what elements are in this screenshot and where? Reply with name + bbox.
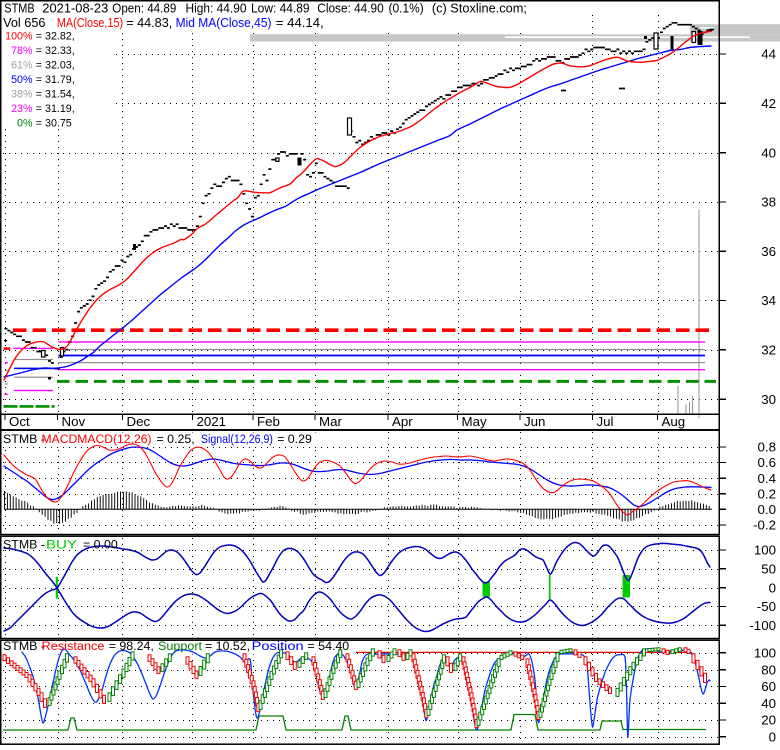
svg-text:= 32.82,: = 32.82, — [36, 31, 75, 43]
svg-text:= 44.83,: = 44.83, — [126, 15, 172, 30]
svg-text:-100: -100 — [749, 618, 776, 633]
svg-text:= 0.00: = 0.00 — [83, 538, 118, 552]
svg-text:= 31.79,: = 31.79, — [36, 74, 75, 86]
svg-text:Feb: Feb — [257, 414, 280, 429]
svg-text:= 44.14,: = 44.14, — [276, 15, 324, 30]
svg-text:(0.1%): (0.1%) — [389, 1, 424, 16]
svg-text:50%: 50% — [11, 74, 33, 86]
svg-text:61%: 61% — [11, 60, 33, 72]
svg-text:30: 30 — [761, 392, 776, 407]
svg-text:= 32.03,: = 32.03, — [36, 60, 75, 72]
svg-text:40: 40 — [761, 145, 776, 160]
svg-text:60: 60 — [761, 679, 776, 694]
svg-text:40: 40 — [761, 696, 776, 711]
svg-text:78%: 78% — [11, 45, 33, 57]
svg-text:44: 44 — [761, 47, 776, 62]
svg-text:May: May — [462, 414, 487, 429]
svg-text:MACDMACD(12,26): MACDMACD(12,26) — [42, 432, 152, 446]
svg-text:0%: 0% — [17, 118, 33, 130]
svg-text:38%: 38% — [11, 89, 33, 101]
svg-text:= 32.33,: = 32.33, — [36, 45, 75, 57]
svg-text:High: 44.90: High: 44.90 — [186, 1, 247, 16]
svg-text:Vol 656: Vol 656 — [3, 15, 45, 30]
svg-text:= 54.40: = 54.40 — [308, 639, 350, 653]
svg-text:STMB -: STMB - — [3, 639, 45, 653]
svg-text:38: 38 — [761, 195, 776, 210]
svg-text:Signal(12,26,9): Signal(12,26,9) — [201, 432, 273, 446]
svg-text:Oct: Oct — [9, 414, 30, 429]
svg-text:0.6: 0.6 — [758, 455, 777, 470]
svg-text:= 31.19,: = 31.19, — [36, 103, 75, 115]
svg-text:Support: Support — [158, 639, 203, 653]
svg-text:(c) Stoxline.com;: (c) Stoxline.com; — [432, 1, 527, 16]
svg-text:= 0.29: = 0.29 — [277, 432, 312, 446]
svg-text:Low: 44.89: Low: 44.89 — [251, 1, 310, 16]
svg-text:= 98.24,: = 98.24, — [109, 639, 154, 653]
svg-text:42: 42 — [761, 96, 776, 111]
svg-text:Position: Position — [252, 639, 304, 653]
svg-text:Open: 44.89: Open: 44.89 — [112, 1, 176, 16]
svg-text:Resistance: Resistance — [42, 639, 105, 653]
svg-text:Jul: Jul — [597, 414, 614, 429]
svg-text:0: 0 — [769, 730, 776, 745]
svg-text:36: 36 — [761, 244, 776, 259]
svg-text:-50: -50 — [757, 599, 776, 614]
svg-text:50: 50 — [761, 562, 776, 577]
svg-text:80: 80 — [761, 662, 776, 677]
svg-text:0.8: 0.8 — [758, 440, 777, 455]
svg-text:Close: 44.90: Close: 44.90 — [317, 1, 383, 16]
svg-text:100%: 100% — [5, 31, 33, 43]
svg-text:Aug: Aug — [662, 414, 686, 429]
svg-text:23%: 23% — [11, 103, 33, 115]
svg-text:STMB -: STMB - — [3, 432, 45, 446]
svg-text:Apr: Apr — [392, 414, 413, 429]
svg-text:20: 20 — [761, 713, 776, 728]
svg-text:0.4: 0.4 — [758, 471, 777, 486]
svg-text:0.0: 0.0 — [758, 502, 777, 517]
svg-text:0: 0 — [769, 580, 776, 595]
svg-text:100: 100 — [754, 646, 776, 661]
svg-text:Mar: Mar — [319, 414, 342, 429]
svg-text:2021: 2021 — [197, 414, 227, 429]
svg-text:34: 34 — [761, 293, 776, 308]
svg-text:32: 32 — [761, 343, 776, 358]
svg-text:= 10.52,: = 10.52, — [205, 639, 250, 653]
svg-text:= 31.54,: = 31.54, — [36, 89, 75, 101]
svg-text:= 0.25,: = 0.25, — [157, 432, 195, 446]
svg-text:Jun: Jun — [524, 414, 545, 429]
svg-text:0.2: 0.2 — [758, 486, 777, 501]
svg-text:MA(Close,15): MA(Close,15) — [57, 15, 123, 30]
svg-text:Nov: Nov — [62, 414, 86, 429]
svg-text:= 30.75: = 30.75 — [36, 118, 72, 130]
svg-text:100: 100 — [754, 543, 776, 558]
svg-text:BUY: BUY — [46, 538, 77, 552]
svg-text:Dec: Dec — [127, 414, 151, 429]
svg-text:STMB -: STMB - — [3, 538, 45, 552]
svg-text:STMB: STMB — [4, 1, 34, 16]
svg-text:-0.2: -0.2 — [753, 518, 776, 533]
svg-text:Mid MA(Close,45): Mid MA(Close,45) — [176, 15, 272, 30]
svg-text:2021-08-23: 2021-08-23 — [42, 1, 108, 16]
